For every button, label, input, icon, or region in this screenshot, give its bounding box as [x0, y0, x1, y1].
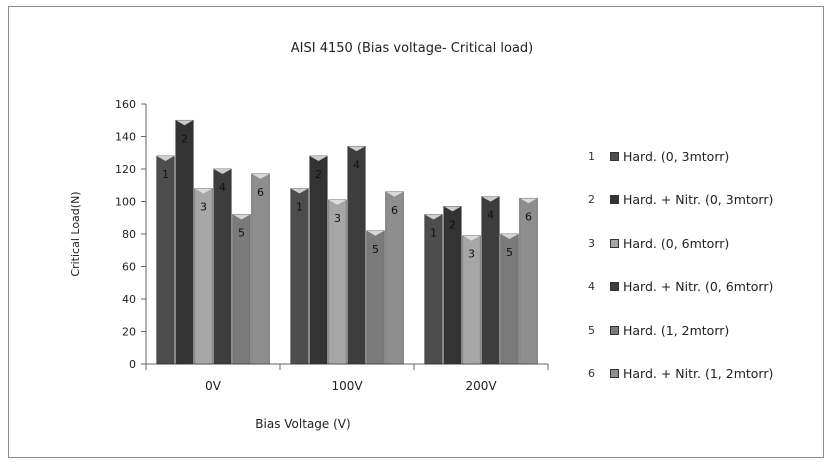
legend-label: Hard. (0, 3mtorr) [623, 148, 730, 164]
bar-series-label: 1 [162, 168, 169, 181]
bar-series-label: 1 [296, 201, 303, 214]
legend-swatch [610, 369, 619, 378]
legend-swatch [610, 325, 619, 335]
y-tick-label: 0 [129, 358, 136, 371]
x-tick-label: 0V [205, 379, 222, 393]
bar-series-label: 2 [315, 168, 322, 181]
bar-highlight [462, 235, 481, 241]
bar-highlight [500, 234, 519, 239]
legend-number: 2 [588, 193, 595, 206]
bar-highlight [194, 188, 213, 194]
bar-highlight [290, 188, 309, 194]
legend-number: 4 [588, 280, 595, 293]
bar-series-label: 3 [200, 201, 207, 214]
bar-series-label: 4 [219, 181, 226, 194]
legend-swatch [610, 238, 619, 248]
bar [194, 188, 213, 365]
bar-series-label: 3 [334, 212, 341, 225]
bar-highlight [519, 198, 538, 204]
bar [385, 191, 404, 365]
bar-highlight [156, 156, 175, 161]
y-tick-label: 100 [115, 196, 136, 209]
legend-swatch [610, 151, 619, 161]
y-tick-label: 120 [115, 163, 136, 176]
legend-label: Hard. (0, 6mtorr) [623, 235, 730, 251]
chart-title: AISI 4150 (Bias voltage- Critical load) [291, 41, 534, 56]
bar-series-label: 4 [353, 158, 360, 171]
bar [347, 145, 366, 365]
bar-series-label: 5 [372, 243, 379, 256]
y-tick-label: 140 [115, 131, 136, 144]
x-tick-label: 200V [465, 379, 497, 393]
bar-highlight [385, 191, 404, 197]
legend-number: 5 [588, 323, 595, 337]
bar [481, 196, 500, 365]
legend-item: 1 Hard. (0, 3mtorr) [588, 146, 828, 166]
x-tick-label: 100V [331, 379, 363, 393]
y-tick-label: 40 [122, 293, 136, 306]
y-tick-label: 160 [115, 98, 136, 111]
bar-series-label: 2 [449, 218, 456, 231]
legend-number: 1 [588, 149, 595, 163]
bar-series-label: 3 [468, 248, 475, 261]
bar-highlight [175, 120, 194, 126]
legend-item: 4 Hard. + Nitr. (0, 6mtorr) [588, 277, 828, 297]
bar-series-label: 4 [487, 209, 494, 222]
bar-series-label: 6 [525, 210, 532, 223]
y-axis-label: Critical Load(N) [69, 191, 82, 276]
legend-swatch [610, 195, 619, 204]
bar-highlight [251, 173, 270, 179]
legend-item: 6 Hard. + Nitr. (1, 2mtorr) [588, 364, 828, 384]
bar [213, 168, 232, 365]
bar [251, 173, 270, 365]
chart-frame [8, 6, 824, 458]
bar-series-label: 5 [506, 246, 513, 259]
bar-series-label: 1 [430, 227, 437, 240]
bar [175, 119, 194, 365]
legend-number: 3 [588, 236, 595, 250]
legend-item: 3 Hard. (0, 6mtorr) [588, 233, 828, 253]
y-tick-label: 60 [122, 261, 136, 274]
bar [309, 155, 328, 365]
bar-highlight [424, 214, 443, 220]
legend-label: Hard. (1, 2mtorr) [623, 322, 730, 338]
bar-series-label: 5 [238, 227, 245, 240]
bar-highlight [366, 230, 385, 236]
legend-item: 2 Hard. + Nitr. (0, 3mtorr) [588, 190, 828, 210]
bar-series-label: 6 [391, 204, 398, 217]
legend-swatch [610, 282, 619, 291]
y-tick-label: 80 [122, 228, 136, 241]
bar-series-label: 2 [181, 132, 188, 145]
bar-highlight [309, 156, 328, 161]
bar-highlight [232, 214, 251, 220]
legend-label: Hard. + Nitr. (1, 2mtorr) [623, 366, 774, 381]
x-axis-label: Bias Voltage (V) [255, 417, 350, 431]
bar-highlight [213, 169, 232, 174]
bar-highlight [481, 196, 500, 202]
bar-highlight [443, 206, 462, 212]
legend-label: Hard. + Nitr. (0, 6mtorr) [623, 279, 774, 294]
bar [156, 155, 175, 365]
bar-highlight [347, 146, 366, 152]
legend-number: 6 [588, 367, 595, 380]
y-tick-label: 20 [122, 326, 136, 339]
bar [290, 188, 309, 365]
legend-item: 5 Hard. (1, 2mtorr) [588, 320, 828, 340]
bar-series-label: 6 [257, 186, 264, 199]
bar-highlight [328, 199, 347, 205]
legend-label: Hard. + Nitr. (0, 3mtorr) [623, 192, 774, 207]
